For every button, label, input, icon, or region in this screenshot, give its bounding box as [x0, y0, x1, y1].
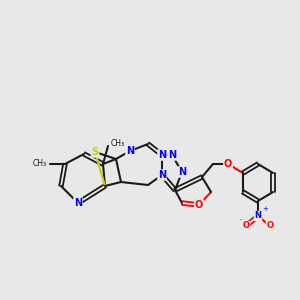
Text: N: N — [178, 167, 186, 177]
Text: N: N — [168, 150, 176, 160]
Text: +: + — [262, 206, 268, 212]
Text: CH₃: CH₃ — [111, 140, 125, 148]
Text: O: O — [242, 221, 250, 230]
Text: O: O — [224, 159, 232, 169]
Text: N: N — [126, 146, 134, 156]
Text: N: N — [254, 212, 262, 220]
Text: O: O — [195, 200, 203, 210]
Text: CH₃: CH₃ — [33, 160, 47, 169]
Text: N: N — [74, 198, 82, 208]
Text: S: S — [92, 147, 99, 157]
Text: N: N — [158, 170, 166, 180]
Text: N: N — [158, 150, 166, 160]
Text: -: - — [239, 216, 242, 222]
Text: O: O — [266, 221, 274, 230]
